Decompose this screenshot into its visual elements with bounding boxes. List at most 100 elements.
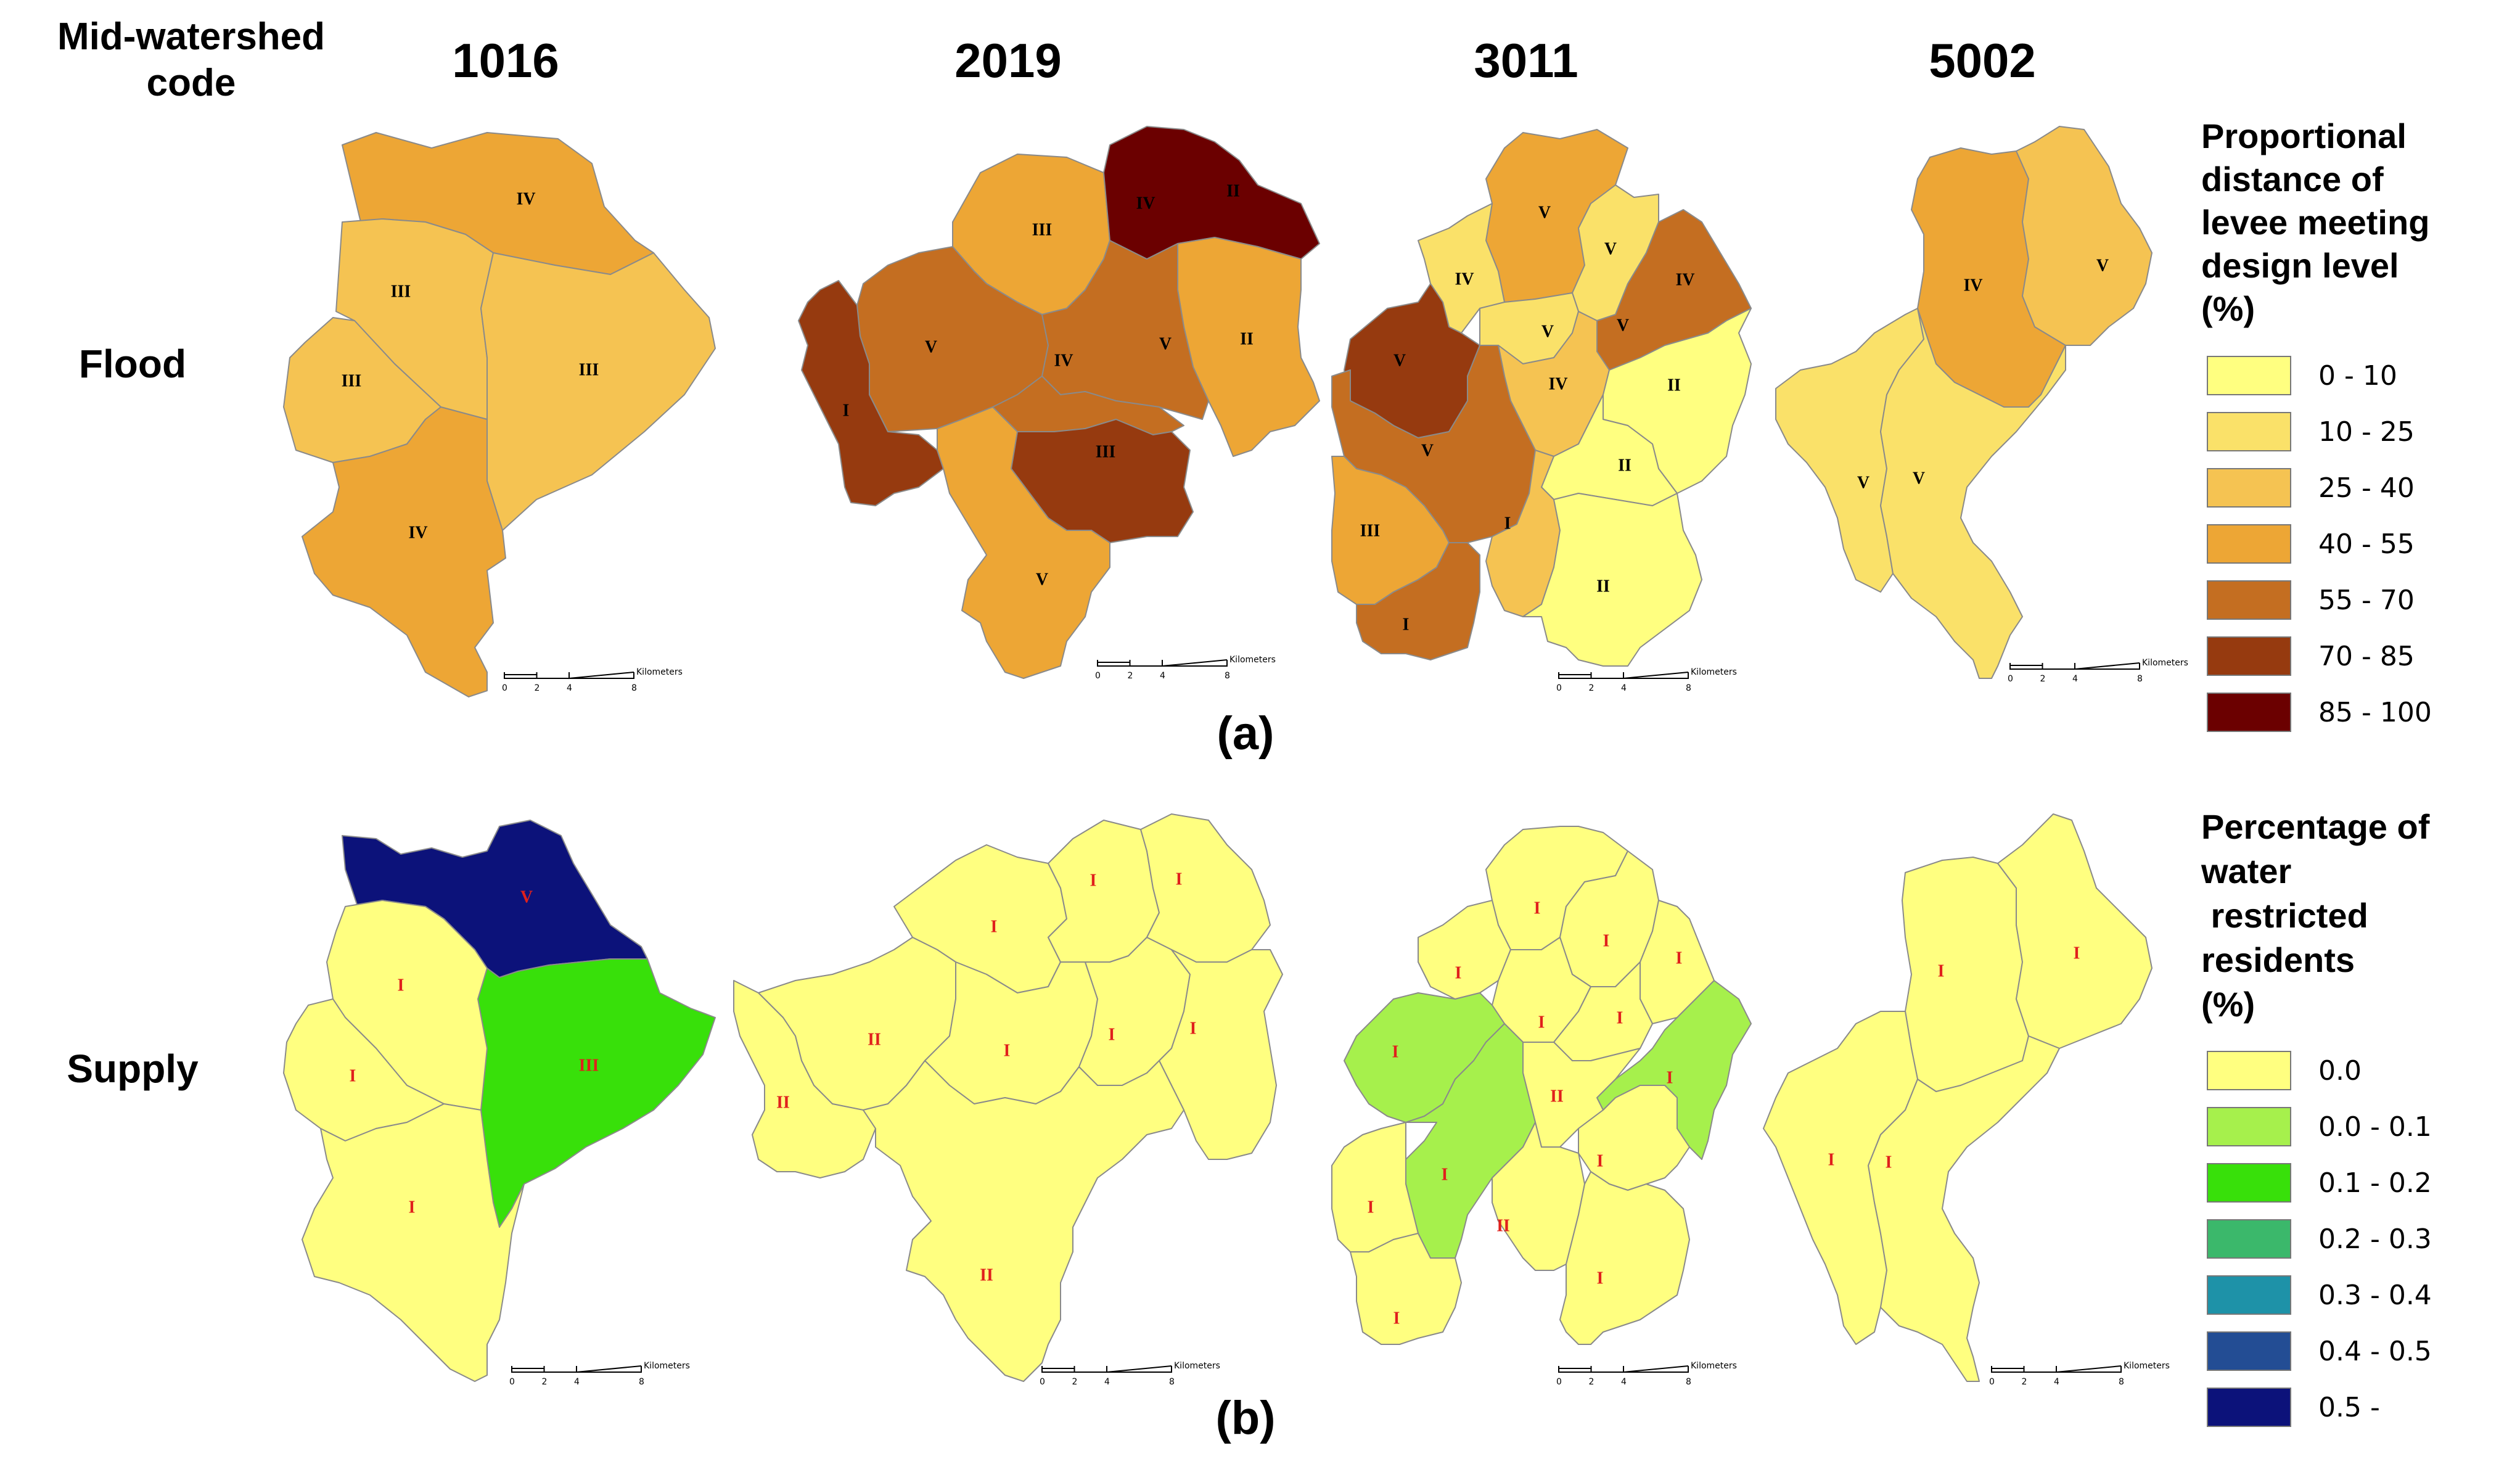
legend-supply-swatch: [2207, 1275, 2291, 1315]
legend-supply-label: 0.5 -: [2318, 1392, 2380, 1423]
region-label: V: [1617, 316, 1629, 335]
legend-supply-label: 0.4 - 0.5: [2318, 1336, 2432, 1367]
legend-flood-title-line: distance of: [2201, 160, 2384, 199]
region-label: V: [1541, 322, 1554, 341]
legend-flood-swatch: [2207, 412, 2291, 451]
scale-bar-tick: 0: [509, 1377, 515, 1387]
region-label: I: [1597, 1151, 1604, 1170]
region-label: I: [1442, 1165, 1448, 1184]
scale-bar-tick: 0: [1989, 1377, 1995, 1387]
scale-bar-tick: 4: [1104, 1377, 1110, 1387]
panel-label-b: (b): [1215, 1392, 1275, 1444]
region-label: III: [579, 1056, 599, 1075]
legend-supply-label: 0.1 - 0.2: [2318, 1167, 2432, 1199]
region-label: II: [980, 1265, 993, 1285]
region-label: I: [1393, 1309, 1400, 1328]
scale-bar-tick: 8: [1686, 1377, 1691, 1387]
region-label: I: [1597, 1269, 1604, 1288]
region-label: II: [1596, 577, 1610, 596]
legend-flood-label: 10 - 25: [2318, 416, 2415, 448]
region-label: I: [1455, 963, 1462, 982]
region-label: III: [1360, 521, 1381, 540]
legend-flood-swatch: [2207, 636, 2291, 676]
panel-label-a: (a): [1217, 707, 1274, 760]
scale-bar-tick: 4: [2072, 674, 2078, 684]
legend-supply-title-line: restricted: [2201, 896, 2368, 935]
legend-supply-swatch: [2207, 1388, 2291, 1427]
legend-supply-items: 0.0 0.0 - 0.1 0.1 - 0.2 0.2 - 0.3 0.3 - 0.4 0…: [2207, 1051, 2432, 1427]
region-label: V: [1159, 334, 1172, 353]
region-label: III: [391, 282, 411, 301]
map-flood-3011: V IV V V V IV V IV II V II III I I II: [1331, 129, 1752, 667]
region-label: IV: [1675, 270, 1694, 289]
region-label: I: [1392, 1042, 1399, 1061]
scale-bar-tick: 8: [2119, 1377, 2124, 1387]
scale-bar-tick: 4: [574, 1377, 580, 1387]
region-label: V: [1036, 570, 1048, 589]
legend-flood-label: 85 - 100: [2318, 697, 2432, 728]
legend-supply-swatch: [2207, 1107, 2291, 1146]
row-label-flood: Flood: [79, 342, 186, 386]
legend-supply-title-line: Percentage of: [2201, 807, 2430, 846]
region-label: I: [409, 1198, 416, 1217]
region-label: II: [1496, 1216, 1510, 1235]
legend-flood-swatch: [2207, 356, 2291, 395]
region-label: V: [1913, 469, 1925, 488]
scale-bar-tick: 4: [1621, 1377, 1627, 1387]
legend-flood-swatch: [2207, 468, 2291, 508]
legend-flood-label: 0 - 10: [2318, 360, 2397, 392]
region-label: I: [1828, 1150, 1835, 1169]
scale-bar: 0 2 4 8 Kilometers: [1040, 1361, 1220, 1387]
scale-bar-tick: 8: [1225, 671, 1230, 681]
region-label: V: [520, 887, 533, 907]
scale-bar-tick: 2: [1072, 1377, 1078, 1387]
map-supply-2019: I I II I I I II I II: [733, 813, 1283, 1382]
watershed-code-2019: 2019: [954, 33, 1062, 88]
region-label: I: [1534, 899, 1541, 918]
legend-supply-swatch: [2207, 1219, 2291, 1259]
region-label: I: [843, 401, 850, 420]
region-label: I: [1109, 1025, 1115, 1044]
code-label-line1: Mid-watershed: [57, 15, 325, 58]
region-label: IV: [1548, 374, 1567, 393]
region-label: III: [1096, 442, 1116, 461]
legend-supply-label: 0.0 - 0.1: [2318, 1111, 2432, 1143]
map-supply-5002: I I I I: [1763, 813, 2153, 1382]
region-label: IV: [1054, 351, 1073, 370]
region-label: IV: [1136, 194, 1155, 213]
legend-supply-swatch: [2207, 1163, 2291, 1203]
scale-bar-tick: 8: [631, 683, 637, 693]
region-label: I: [1090, 871, 1097, 890]
legend-supply-label: 0.2 - 0.3: [2318, 1223, 2432, 1255]
legend-flood-swatch: [2207, 580, 2291, 620]
legend-supply: Percentage of water restricted residents…: [2201, 807, 2432, 1427]
legend-flood-title-line: levee meeting: [2201, 203, 2429, 242]
scale-bar-tick: 0: [2008, 674, 2013, 684]
region-label: I: [991, 917, 998, 936]
legend-flood-title-line: design level: [2201, 246, 2399, 285]
watershed-code-1016: 1016: [452, 33, 559, 88]
scale-bar-tick: 0: [1556, 1377, 1562, 1387]
region-label: II: [1618, 456, 1631, 475]
scale-bar-tick: 4: [567, 683, 572, 693]
watershed-code-3011: 3011: [1474, 33, 1578, 88]
scale-bar-tick: 2: [1589, 683, 1594, 693]
scale-bar: 0 2 4 8 Kilometers: [1095, 655, 1276, 681]
region-label: II: [776, 1093, 790, 1112]
region-label: I: [1190, 1019, 1197, 1038]
region-label: I: [1368, 1198, 1374, 1217]
region-label: IV: [1455, 269, 1474, 289]
scale-bar-tick: 4: [1621, 683, 1627, 693]
legend-flood-label: 55 - 70: [2318, 585, 2415, 616]
region-label: I: [1004, 1041, 1011, 1060]
legend-supply-label: 0.0: [2318, 1055, 2362, 1087]
region-label: II: [868, 1030, 881, 1049]
scale-bar-tick: 8: [1686, 683, 1691, 693]
region-label: I: [398, 976, 404, 995]
legend-flood-swatch: [2207, 693, 2291, 732]
scale-bar-tick: 4: [1160, 671, 1165, 681]
region-label: I: [1603, 931, 1610, 950]
region-label: V: [1538, 203, 1551, 222]
region-label: III: [342, 371, 362, 390]
